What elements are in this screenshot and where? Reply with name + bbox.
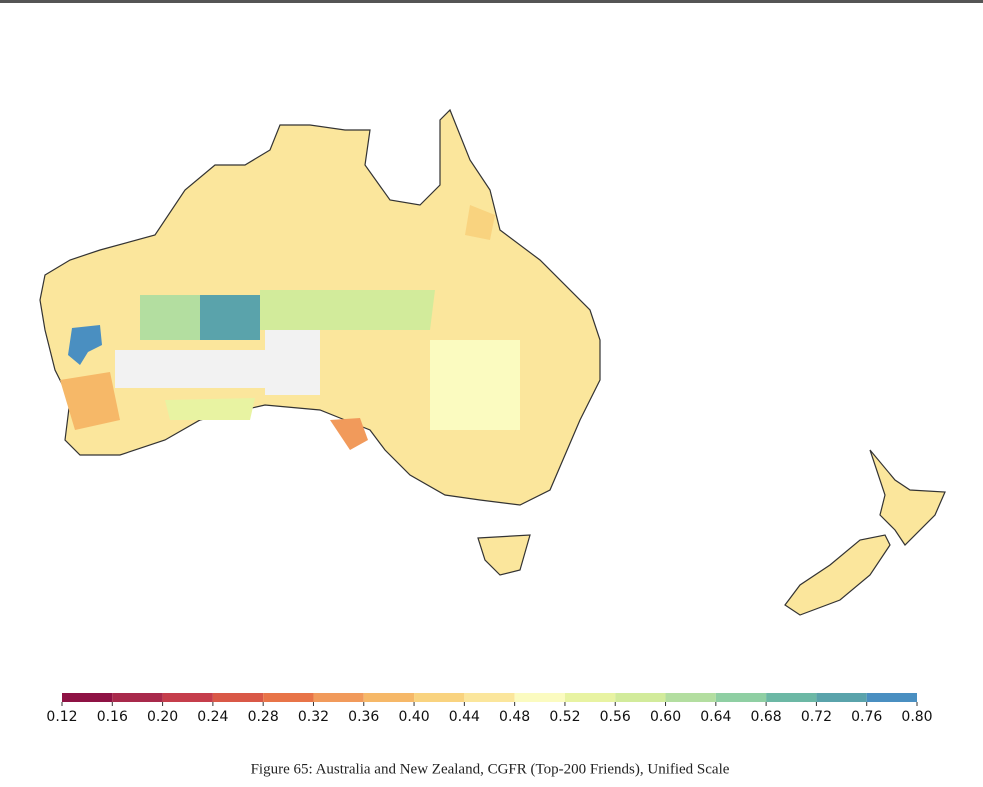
colorbar-bin (162, 693, 213, 702)
colorbar-tick-label: 0.76 (851, 709, 882, 725)
no-data-area (265, 330, 320, 395)
colorbar-bin (514, 693, 565, 702)
colorbar-bin (414, 693, 465, 702)
region (430, 340, 520, 430)
no-data-area (115, 350, 265, 388)
region (165, 398, 255, 420)
caption: Figure 65: Australia and New Zealand, CG… (251, 761, 730, 777)
colorbar-bin (212, 693, 264, 702)
region (200, 295, 260, 340)
colorbar-tick-label: 0.72 (801, 709, 832, 725)
colorbar-tick-label: 0.16 (97, 709, 128, 725)
colorbar-bin (615, 693, 666, 702)
colorbar-tick-label: 0.12 (46, 709, 77, 725)
colorbar-bin (715, 693, 767, 702)
region (869, 449, 946, 546)
colorbar-bin (112, 693, 163, 702)
colorbar-tick-label: 0.28 (248, 709, 279, 725)
region (465, 205, 495, 240)
region (784, 534, 891, 616)
colorbar-tick-label: 0.20 (147, 709, 178, 725)
colorbar-bin (313, 693, 364, 702)
colorbar-tick-label: 0.60 (650, 709, 681, 725)
colorbar-bin (564, 693, 616, 702)
colorbar-tick-label: 0.24 (197, 709, 228, 725)
colorbar-tick-label: 0.80 (901, 709, 932, 725)
colorbar-bin (816, 693, 867, 702)
region (260, 290, 435, 330)
colorbar-bin (766, 693, 817, 702)
region (140, 295, 200, 340)
colorbar-tick-label: 0.68 (751, 709, 782, 725)
top-border (0, 0, 983, 3)
colorbar-tick-label: 0.48 (499, 709, 530, 725)
colorbar-tick-label: 0.44 (449, 709, 480, 725)
colorbar-bin (464, 693, 515, 702)
colorbar-bin (665, 693, 716, 702)
colorbar-bin (866, 693, 917, 702)
colorbar-tick-label: 0.64 (700, 709, 731, 725)
colorbar-tick-label: 0.32 (298, 709, 329, 725)
region (60, 372, 120, 430)
region (330, 418, 368, 450)
colorbar-bin (62, 693, 113, 702)
colorbar-tick-label: 0.56 (600, 709, 631, 725)
colorbar-bin (363, 693, 415, 702)
colorbar-tick-label: 0.52 (549, 709, 580, 725)
colorbar-tick-label: 0.40 (398, 709, 429, 725)
colorbar-tick-label: 0.36 (348, 709, 379, 725)
colorbar-bin (263, 693, 314, 702)
region (68, 325, 102, 365)
region (477, 534, 531, 576)
